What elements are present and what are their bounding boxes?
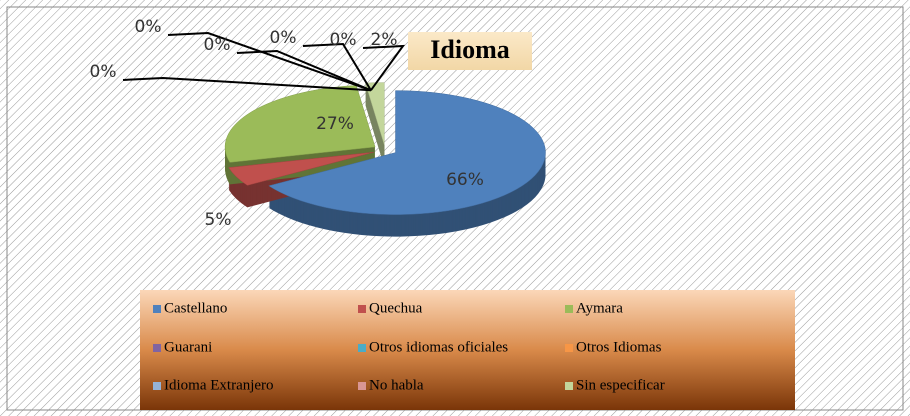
chart-title: Idioma	[430, 35, 509, 64]
data-label: 0%	[135, 17, 162, 37]
data-label: 0%	[90, 62, 117, 82]
data-label: 27%	[316, 114, 354, 134]
leader-line	[167, 31, 372, 92]
data-label: 66%	[446, 170, 484, 190]
legend-label: No habla	[369, 377, 424, 393]
legend-label: Quechua	[369, 300, 423, 316]
data-label: 0%	[330, 30, 357, 50]
leader-line	[122, 76, 371, 92]
legend-label: Aymara	[576, 300, 623, 316]
legend-label: Guarani	[164, 339, 212, 355]
legend-swatch	[565, 305, 573, 313]
legend-swatch	[358, 305, 366, 313]
legend-swatch	[565, 382, 573, 390]
slice	[228, 151, 375, 186]
data-label: 0%	[270, 28, 297, 48]
data-label: 2%	[371, 30, 398, 50]
leader-line	[362, 44, 406, 91]
legend-swatch	[153, 305, 161, 313]
legend-box	[140, 290, 795, 410]
slice	[268, 90, 546, 215]
legend-swatch	[565, 344, 573, 352]
data-label: 0%	[204, 35, 231, 55]
legend-label: Sin especificar	[576, 377, 665, 393]
legend-swatch	[358, 382, 366, 390]
legend-label: Castellano	[164, 300, 227, 316]
legend-label: Otros idiomas oficiales	[369, 339, 508, 355]
data-label: 5%	[205, 210, 232, 230]
legend-label: Otros Idiomas	[576, 339, 662, 355]
leader-line	[302, 42, 372, 91]
title-box	[408, 32, 532, 70]
legend-label: Idioma Extranjero	[164, 377, 274, 393]
leader-line	[236, 49, 372, 92]
legend-swatch	[358, 344, 366, 352]
legend-swatch	[153, 382, 161, 390]
legend-swatch	[153, 344, 161, 352]
